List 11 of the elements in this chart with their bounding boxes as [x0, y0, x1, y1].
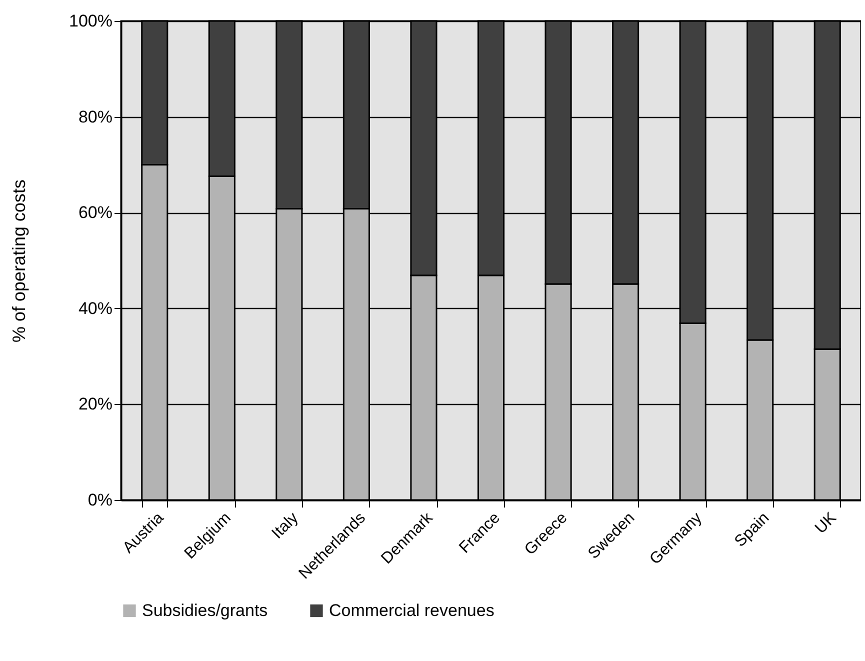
y-tick-label: 100%	[69, 12, 112, 30]
y-tick-label: 80%	[78, 107, 112, 126]
legend-label: Subsidies/grants	[142, 600, 268, 620]
y-tick-label: 40%	[78, 298, 112, 318]
y-tick-label: 20%	[78, 394, 112, 414]
y-tick-label: 0%	[88, 490, 112, 510]
legend-label: Commercial revenues	[329, 600, 494, 620]
y-axis-title: % of operating costs	[9, 179, 30, 343]
y-tick-label: 60%	[78, 203, 112, 222]
x-tick-label: Italy	[268, 510, 302, 542]
x-tick-label: UK	[812, 509, 840, 538]
